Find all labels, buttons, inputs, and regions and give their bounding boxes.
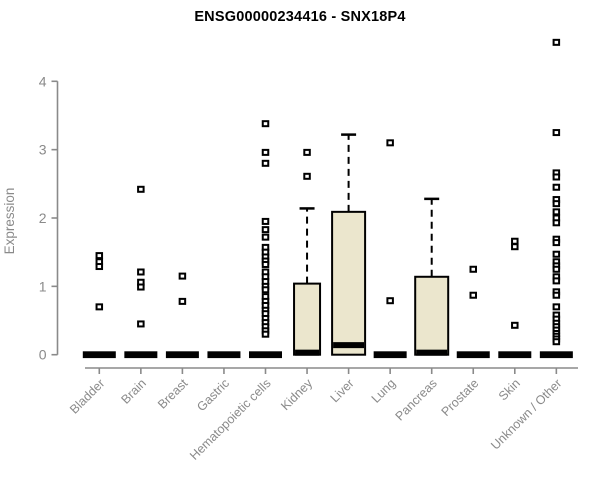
y-tick-label: 2	[39, 210, 47, 226]
flat-box	[207, 351, 241, 359]
outlier-point	[137, 283, 145, 291]
median-line	[295, 349, 320, 356]
box-group-breast	[165, 272, 199, 359]
outlier-point	[386, 297, 394, 305]
box-rect	[293, 282, 322, 356]
outlier-point	[552, 173, 561, 181]
outlier-point	[552, 129, 561, 137]
outlier-point	[511, 237, 519, 245]
outlier-point	[95, 252, 104, 260]
outlier-point	[261, 217, 270, 225]
flat-box	[165, 351, 199, 359]
outlier-point	[178, 297, 187, 305]
outlier-point	[511, 321, 519, 329]
x-tick-label-prostate: Prostate	[439, 376, 482, 419]
outlier-point	[137, 185, 145, 193]
outlier-point	[261, 330, 270, 338]
outlier-point	[511, 243, 519, 251]
x-tick-label-liver: Liver	[328, 376, 357, 405]
x-tick-label-skin: Skin	[496, 376, 523, 403]
box-group-liver	[331, 133, 367, 356]
outlier-point	[552, 38, 561, 46]
y-tick-label: 4	[39, 73, 47, 89]
x-tick-label-hematopoietic-cells: Hematopoietic cells	[187, 376, 274, 463]
flat-box	[456, 351, 490, 359]
box-group-unknown-other	[539, 38, 573, 359]
outlier-point	[261, 120, 270, 128]
y-tick-label: 0	[39, 347, 47, 363]
box-rect	[331, 210, 367, 356]
outlier-point	[95, 303, 104, 311]
outlier-point	[552, 183, 561, 191]
outlier-point	[552, 239, 561, 247]
outlier-point	[552, 265, 561, 273]
box-group-lung	[373, 139, 407, 359]
outlier-point	[261, 286, 270, 294]
x-tick-label-breast: Breast	[155, 376, 191, 412]
outlier-point	[552, 277, 561, 285]
median-line	[416, 349, 448, 356]
box-rect	[414, 275, 450, 356]
box-group-pancreas	[414, 197, 450, 356]
box-group-kidney	[293, 148, 322, 356]
outlier-point	[303, 172, 311, 180]
outlier-point	[261, 226, 270, 234]
outlier-point	[552, 250, 561, 258]
x-tick-label-lung: Lung	[369, 376, 399, 406]
outlier-point	[137, 268, 145, 276]
outlier-point	[261, 159, 270, 167]
outlier-point	[178, 272, 187, 280]
x-tick-label-gastric: Gastric	[194, 376, 232, 414]
y-tick-label: 1	[39, 278, 47, 294]
box-group-skin	[498, 237, 532, 359]
outlier-point	[95, 263, 104, 271]
y-axis: 0 1 2 3 4	[39, 73, 59, 363]
box-group-gastric	[207, 351, 241, 359]
x-tick-label-pancreas: Pancreas	[393, 376, 440, 423]
x-tick-label-bladder: Bladder	[67, 376, 107, 416]
outlier-point	[261, 148, 270, 156]
median-line	[333, 342, 365, 349]
outlier-point	[552, 291, 561, 299]
flat-box	[82, 351, 116, 359]
box-group-hematopoietic-cells	[249, 120, 282, 359]
x-tick-label-brain: Brain	[118, 376, 149, 407]
flat-box	[124, 351, 158, 359]
outlier-point	[552, 219, 561, 227]
x-tick-label-unknown-other: Unknown / Other	[488, 376, 564, 452]
flat-box	[249, 351, 282, 359]
box-group-prostate	[456, 265, 490, 359]
outlier-point	[552, 303, 561, 311]
outlier-point	[386, 139, 394, 147]
box-group-brain	[124, 185, 158, 359]
outlier-point	[552, 208, 561, 216]
outlier-point	[469, 265, 477, 273]
outlier-point	[552, 338, 561, 346]
outlier-point	[303, 148, 311, 156]
flat-box	[539, 351, 573, 359]
box-group-bladder	[82, 252, 116, 359]
y-tick-label: 3	[39, 142, 47, 158]
outlier-point	[552, 200, 561, 208]
outlier-point	[261, 260, 270, 268]
outlier-point	[137, 320, 145, 328]
outlier-point	[469, 291, 477, 299]
x-tick-label-kidney: Kidney	[278, 376, 315, 413]
outlier-point	[261, 233, 270, 241]
flat-box	[373, 351, 407, 359]
chart-title: ENSG00000234416 - SNX18P4	[194, 9, 406, 25]
flat-box	[498, 351, 532, 359]
